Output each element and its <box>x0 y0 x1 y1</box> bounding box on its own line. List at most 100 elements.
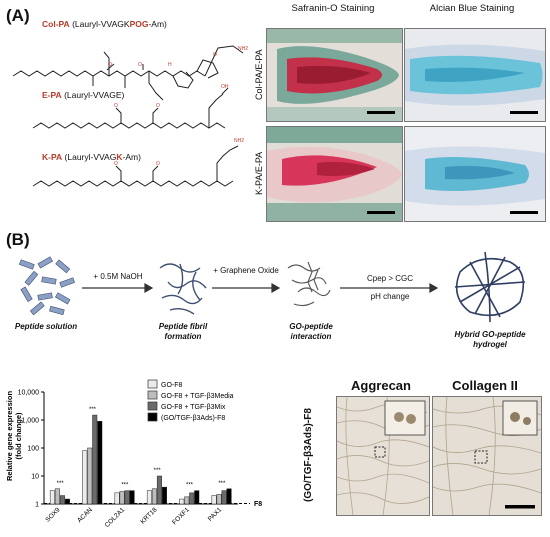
chart-bar <box>179 498 185 505</box>
col-pa-formula-prefix: (Lauryl-VVAGK <box>72 19 130 29</box>
hydrogel-schematic <box>19 251 526 323</box>
chart-legend-swatch <box>147 390 158 400</box>
step-fibril-formation: Peptide fibril formation <box>158 322 208 341</box>
chart-bar <box>97 421 103 505</box>
chart-bar <box>129 490 135 505</box>
chart-bar <box>216 494 222 505</box>
chart-bar <box>114 492 120 505</box>
arrow-label-naoh: + 0.5M NaOH <box>93 272 143 281</box>
svg-text:O: O <box>213 52 217 58</box>
chart-significance-label: *** <box>218 481 226 487</box>
chart-significance-label: *** <box>89 407 97 413</box>
chart-x-tick-label: KRT18 <box>139 506 158 525</box>
row-label-k-pa: K-PA/E-PA <box>254 151 264 195</box>
chart-significance-label: *** <box>121 483 129 489</box>
chart-bar <box>59 495 65 505</box>
arrow-label-ph: pH change <box>370 292 410 301</box>
row-label-col-pa: Col-PA/E-PA <box>254 49 264 101</box>
chart-bar <box>226 488 232 505</box>
svg-text:H: H <box>168 62 172 68</box>
svg-text:O: O <box>156 161 160 167</box>
chart-legend-label: GO-F8 + TGF-β3Media <box>161 393 234 400</box>
svg-text:NH2: NH2 <box>238 46 248 52</box>
svg-text:O: O <box>114 161 118 167</box>
col-pa-label: Col-PA (Lauryl-VVAGKPOG-Am) <box>42 19 167 29</box>
chart-bar <box>221 490 227 505</box>
chart-y-tick-label: 1 <box>35 502 39 509</box>
svg-text:O: O <box>114 103 118 109</box>
chart-bar <box>82 450 88 505</box>
chart-bar <box>194 490 200 505</box>
col-pa-formula-suffix: -Am) <box>148 19 167 29</box>
chart-significance-label: *** <box>57 481 65 487</box>
chart-bar <box>54 488 60 505</box>
chart-y-tick-label: 1,000 <box>21 418 39 425</box>
chart-bar <box>189 492 195 505</box>
e-pa-name: E-PA <box>42 90 62 100</box>
step-hybrid-hydrogel: Hybrid GO-peptide hydrogel <box>454 330 526 349</box>
chart-bar <box>124 490 130 505</box>
svg-text:O: O <box>138 62 142 68</box>
chart-bar <box>87 447 93 505</box>
k-pa-name: K-PA <box>42 152 63 162</box>
chart-baseline-label: F8 <box>254 501 262 508</box>
aggrecan-title: Aggrecan <box>351 378 411 393</box>
micrograph-side-label: (GO/TGF-β3Ads)-F8 <box>303 408 314 502</box>
chart-y-tick-label: 10,000 <box>18 390 40 397</box>
chart-legend-label: (GO/TGF-β3Ads)-F8 <box>161 415 225 422</box>
svg-text:O: O <box>156 103 160 109</box>
chart-bar <box>146 490 152 505</box>
chart-bar <box>119 491 125 505</box>
e-pa-formula: (Lauryl-VVAGE) <box>64 90 125 100</box>
arrow-label-graphene: + Graphene Oxide <box>213 266 279 275</box>
safranin-k-pa-image <box>266 126 403 222</box>
collagen-title: Collagen II <box>452 378 518 393</box>
chart-bar <box>49 490 55 505</box>
gene-expression-chart: Relative gene expression (fold change) 1… <box>5 379 262 529</box>
collagen-micrograph <box>432 396 542 516</box>
chart-ylabel-2: (fold change) <box>14 412 23 460</box>
chart-y-tick-label: 10 <box>31 474 39 481</box>
chart-legend-label: GO-F8 + TGF-β3Mix <box>161 404 226 411</box>
chart-legend-swatch <box>147 401 158 411</box>
svg-text:O: O <box>108 62 112 68</box>
k-pa-formula-red: K <box>116 152 123 162</box>
chart-significance-label: *** <box>186 483 194 489</box>
chart-legend-swatch <box>147 379 158 389</box>
safranin-stain-title: Safranin-O Staining <box>291 3 375 14</box>
chart-bar <box>64 498 70 505</box>
chart-x-tick-label: COL2A1 <box>104 506 127 529</box>
chart-legend-swatch <box>147 412 158 422</box>
chart-significance-label: *** <box>154 468 162 474</box>
chart-bar <box>184 496 190 505</box>
safranin-col-pa-image <box>266 28 403 122</box>
panel-a-letter: (A) <box>6 6 30 25</box>
k-pa-formula-prefix: (Lauryl-VVAG <box>64 152 117 162</box>
k-pa-label: K-PA (Lauryl-VVAGK-Am) <box>42 152 141 162</box>
alcian-k-pa-image <box>404 126 546 222</box>
step-go-peptide: GO-peptide interaction <box>289 322 333 341</box>
aggrecan-micrograph <box>336 396 430 516</box>
e-pa-label: E-PA (Lauryl-VVAGE) <box>42 90 124 100</box>
chart-bar <box>151 488 157 505</box>
chart-y-tick-label: 100 <box>27 446 39 453</box>
svg-text:NH2: NH2 <box>234 138 244 144</box>
chart-bar <box>156 475 162 505</box>
step-peptide-solution: Peptide solution <box>14 322 78 331</box>
svg-text:OH: OH <box>221 84 229 90</box>
chart-x-tick-label: FOXF1 <box>171 506 191 526</box>
chart-bar <box>161 486 167 505</box>
col-pa-formula-red: POG <box>129 19 149 29</box>
chart-x-tick-label: ACAN <box>76 506 94 524</box>
chart-bar <box>92 414 98 505</box>
alcian-col-pa-image <box>404 28 546 122</box>
alcian-stain-title: Alcian Blue Staining <box>429 3 515 14</box>
chart-x-tick-label: PAX1 <box>207 506 224 523</box>
chart-ylabel: Relative gene expression <box>5 391 14 481</box>
arrow-label-cpep: Cpep > CGC <box>366 274 414 283</box>
k-pa-formula-suffix: -Am) <box>122 152 141 162</box>
panel-b-letter: (B) <box>6 230 30 249</box>
chart-x-tick-label: SOX9 <box>44 506 61 523</box>
chart-bar <box>211 495 217 505</box>
